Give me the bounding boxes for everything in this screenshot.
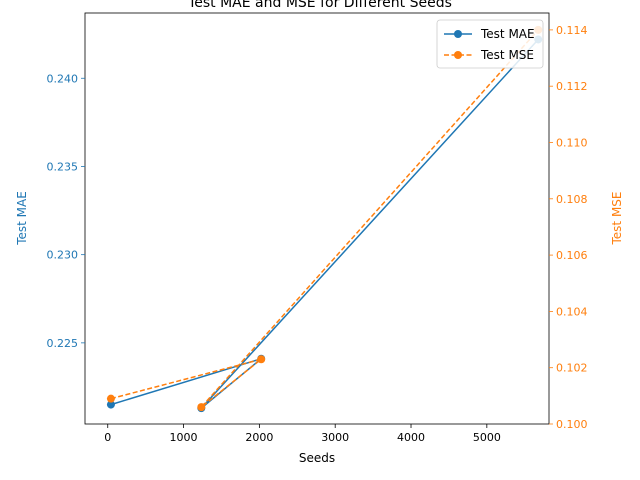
legend-mae-label: Test MAE	[480, 27, 535, 41]
test-mae-point	[106, 400, 115, 409]
right-y-tick-label: 0.100	[556, 418, 588, 431]
x-tick-label: 2000	[245, 431, 273, 444]
test-mae-line	[110, 38, 539, 409]
legend-mse-marker	[454, 51, 462, 59]
right-y-tick-label: 0.102	[556, 362, 588, 375]
right-y-tick-label: 0.110	[556, 136, 588, 149]
x-tick-label: 5000	[473, 431, 501, 444]
x-axis-label: Seeds	[299, 451, 335, 465]
x-tick-label: 3000	[321, 431, 349, 444]
left-y-axis-label: Test MAE	[15, 191, 29, 246]
chart-title: Test MAE and MSE for Different Seeds	[187, 0, 452, 11]
x-tick-label: 4000	[397, 431, 425, 444]
right-y-tick-label: 0.104	[556, 305, 588, 318]
legend: Test MAE Test MSE	[436, 19, 544, 69]
x-tick-label: 1000	[170, 431, 198, 444]
test-mse-point	[197, 403, 206, 412]
legend-mse-label: Test MSE	[480, 48, 534, 62]
legend-box	[436, 19, 544, 69]
right-y-tick-label: 0.108	[556, 193, 588, 206]
right-y-tick-label: 0.114	[556, 24, 588, 37]
left-y-axis: 0.225 0.230 0.235 0.240	[47, 72, 85, 350]
left-y-tick-label: 0.225	[47, 337, 79, 350]
left-y-tick-label: 0.235	[47, 160, 79, 173]
plot-frame	[84, 12, 550, 425]
test-mse-point	[106, 394, 115, 403]
left-y-tick-label: 0.230	[47, 249, 79, 262]
test-mse-line	[110, 29, 539, 408]
right-y-tick-label: 0.106	[556, 249, 588, 262]
right-y-axis-label: Test MSE	[610, 192, 624, 246]
right-y-axis: 0.100 0.102 0.104 0.106 0.108 0.110 0.112 0.114	[549, 24, 588, 431]
plot-area	[106, 25, 543, 413]
test-mse-point	[257, 355, 266, 364]
legend-mae-marker	[454, 30, 462, 38]
left-y-tick-label: 0.240	[47, 72, 79, 85]
x-axis: 0 1000 2000 3000 4000 5000	[104, 424, 501, 444]
x-tick-label: 0	[104, 431, 111, 444]
right-y-tick-label: 0.112	[556, 80, 588, 93]
